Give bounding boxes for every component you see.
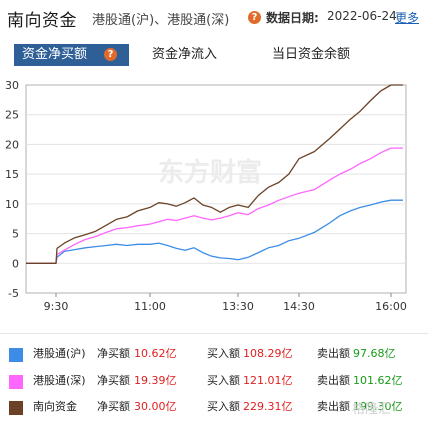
- series-line-total: [26, 84, 403, 264]
- y-tick-label: 15: [5, 168, 19, 181]
- sell-value: 97.68亿: [353, 347, 396, 360]
- y-tick-label: 30: [5, 79, 19, 92]
- net-buy-value: 19.39亿: [134, 374, 177, 387]
- tab-net-buy-label: 资金净买额: [22, 47, 88, 62]
- y-tick-label: 20: [5, 138, 19, 151]
- y-tick-label: 25: [5, 109, 19, 122]
- date-value: 2022-06-24: [327, 9, 397, 23]
- legend-swatch-sz: [9, 375, 23, 389]
- x-axis: 9:30 11:00 13:30 14:30 16:00: [44, 293, 407, 313]
- net-buy-label: 净买额: [97, 400, 130, 413]
- buy-label: 买入额: [207, 347, 240, 360]
- sell-label: 卖出额: [317, 400, 350, 413]
- more-link[interactable]: 更多: [395, 11, 420, 25]
- y-tick-label: 5: [12, 228, 19, 241]
- sell-label: 卖出额: [317, 374, 350, 387]
- divider: [0, 333, 428, 334]
- x-tick-label: 16:00: [375, 300, 407, 313]
- tab-daily-balance[interactable]: 当日资金余额: [272, 47, 351, 62]
- y-tick-label: 10: [5, 198, 19, 211]
- legend-name: 港股通(沪): [33, 347, 86, 360]
- sell-value: 199.30亿: [353, 400, 403, 413]
- series-line-sz: [26, 147, 403, 264]
- x-tick-label: 14:30: [283, 300, 315, 313]
- subtitle: 港股通(沪)、港股通(深): [92, 13, 230, 28]
- question-icon[interactable]: ?: [104, 48, 117, 61]
- net-buy-label: 净买额: [97, 374, 130, 387]
- y-tick-label: 0: [12, 257, 19, 270]
- question-icon[interactable]: ?: [248, 11, 261, 24]
- net-buy-value: 30.00亿: [134, 400, 177, 413]
- buy-label: 买入额: [207, 400, 240, 413]
- legend-row-total: 南向资金 净买额 30.00亿 买入额 229.31亿 卖出额 199.30亿: [0, 395, 428, 419]
- buy-value: 229.31亿: [243, 400, 293, 413]
- legend-row-sh: 港股通(沪) 净买额 10.62亿 买入额 108.29亿 卖出额 97.68亿: [0, 342, 428, 366]
- page-title: 南向资金: [7, 11, 77, 31]
- date-label: 数据日期:: [266, 11, 319, 25]
- x-tick-label: 13:30: [222, 300, 254, 313]
- x-tick-label: 11:00: [134, 300, 166, 313]
- series-line-sh: [26, 199, 403, 264]
- legend-table: 港股通(沪) 净买额 10.62亿 买入额 108.29亿 卖出额 97.68亿…: [0, 340, 428, 426]
- tab-net-inflow[interactable]: 资金净流入: [152, 47, 218, 62]
- net-buy-chart: 东方财富 -5 0 5 10 15 20 25 30 9:30 11:00 13:30 14:30 1…: [5, 79, 407, 313]
- buy-label: 买入额: [207, 374, 240, 387]
- sell-label: 卖出额: [317, 347, 350, 360]
- buy-value: 108.29亿: [243, 347, 293, 360]
- legend-row-sz: 港股通(深) 净买额 19.39亿 买入额 121.01亿 卖出额 101.62…: [0, 369, 428, 393]
- series-lines: [26, 84, 403, 264]
- tab-net-buy[interactable]: 资金净买额 ?: [14, 44, 129, 66]
- tab-bar: 资金净买额 ? 资金净流入 当日资金余额: [0, 36, 428, 74]
- watermark: 东方财富: [158, 157, 262, 188]
- buy-value: 121.01亿: [243, 374, 293, 387]
- net-buy-value: 10.62亿: [134, 347, 177, 360]
- legend-swatch-sh: [9, 348, 23, 362]
- watermark-logo: 格隆汇: [352, 402, 392, 417]
- sell-value: 101.62亿: [353, 374, 403, 387]
- legend-name: 南向资金: [33, 400, 77, 413]
- net-buy-label: 净买额: [97, 347, 130, 360]
- y-tick-label: -5: [8, 287, 19, 300]
- x-tick-label: 9:30: [44, 300, 69, 313]
- legend-name: 港股通(深): [33, 374, 86, 387]
- header: 南向资金 港股通(沪)、港股通(深) ? 数据日期: 2022-06-24 更多: [0, 0, 428, 34]
- legend-swatch-total: [9, 401, 23, 415]
- plot-frame: [25, 84, 407, 294]
- y-axis: -5 0 5 10 15 20 25 30: [5, 79, 19, 300]
